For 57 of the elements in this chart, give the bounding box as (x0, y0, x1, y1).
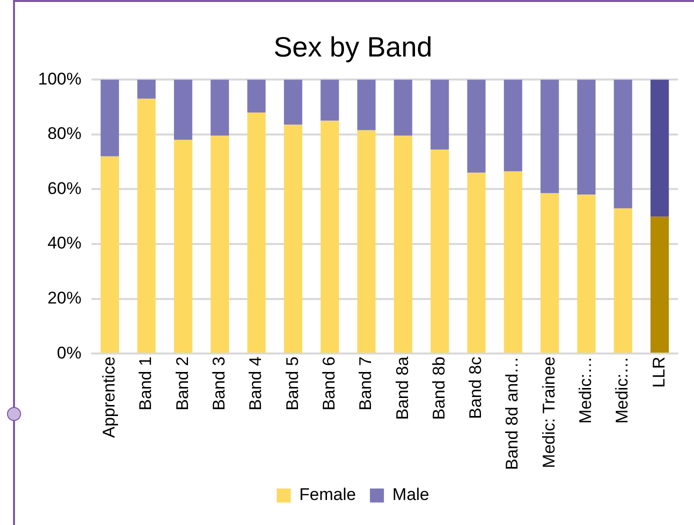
bar (504, 80, 522, 172)
bar (394, 136, 412, 353)
legend-label: Male (392, 485, 430, 504)
x-tick-label: Medic:… (576, 356, 596, 424)
x-tick-label: Band 1 (136, 356, 156, 410)
x-tick-label: Apprentice (99, 356, 118, 438)
x-tick-label: Band 8c (466, 356, 486, 419)
bar (430, 149, 449, 353)
bar (320, 80, 339, 121)
x-tick-label: Medic:… (612, 356, 632, 424)
y-tick-label: 100% (38, 69, 82, 88)
bar (394, 80, 412, 136)
bar (210, 80, 229, 136)
bar (650, 216, 669, 353)
bar (357, 130, 376, 353)
bar (540, 193, 559, 353)
x-tick-label: Band 6 (319, 356, 338, 410)
bar (430, 80, 449, 150)
bar (284, 80, 302, 125)
bar (504, 171, 522, 353)
bar (577, 80, 596, 195)
bar (247, 112, 266, 353)
x-tick-label: Band 7 (356, 356, 376, 410)
x-tick-label: Band 3 (209, 356, 228, 410)
bar (174, 80, 192, 140)
bar (210, 136, 229, 353)
bar (137, 98, 156, 353)
bar (100, 80, 119, 156)
bar (320, 120, 339, 353)
x-tick-label: Medic: Trainee (539, 356, 558, 468)
bar (540, 80, 559, 194)
bar (577, 194, 596, 353)
y-tick-label: 60% (47, 178, 82, 198)
bar (174, 140, 192, 353)
legend-label: Female (299, 485, 356, 504)
bar (614, 208, 632, 353)
x-tick-label: Band 8a (392, 356, 412, 420)
bar (467, 80, 486, 173)
x-tick-label: Band 4 (246, 356, 266, 410)
bar (137, 80, 156, 99)
x-tick-label: LLR (649, 356, 668, 388)
y-tick-label: 80% (47, 124, 82, 144)
bar (357, 80, 376, 130)
x-tick-label: Band 8b (429, 356, 448, 420)
bar (467, 172, 486, 353)
bar (614, 80, 632, 208)
x-tick-label: Band 2 (172, 356, 192, 410)
bar (100, 156, 119, 353)
x-tick-label: Band 5 (282, 356, 302, 410)
bar (284, 124, 302, 353)
chart-title: Sex by Band (274, 32, 432, 63)
x-tick-label: Band 8d and… (502, 356, 522, 470)
bar (650, 80, 669, 217)
y-tick-label: 0% (56, 343, 82, 362)
bar (247, 80, 266, 112)
y-tick-label: 20% (47, 288, 82, 308)
y-tick-label: 40% (47, 234, 82, 253)
